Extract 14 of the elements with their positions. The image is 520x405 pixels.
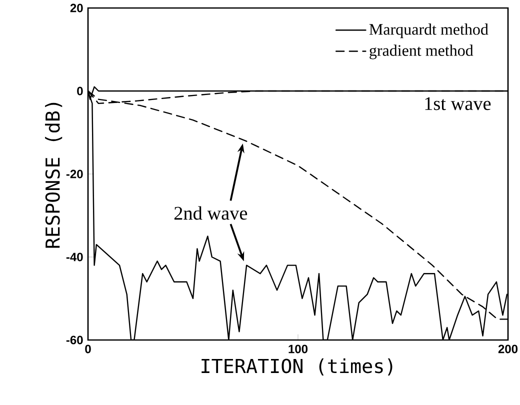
annotation: 2nd wave [174,206,248,220]
y-tick-label: 20 [70,4,83,12]
x-tick-label: 200 [498,344,518,354]
x-axis-title: ITERATION (times) [202,358,392,376]
y-tick-label: -20 [66,170,83,178]
annotation: 1st wave [425,97,491,110]
y-tick-label: -40 [66,252,83,262]
y-tick-label: 0 [77,86,83,96]
y-tick-label: -60 [66,336,83,344]
legend-label: gradient method [370,44,474,60]
x-tick-label: 100 [288,344,308,354]
y-axis-title: RESPONSE (dB) [45,102,62,248]
x-tick-label: 0 [85,344,91,354]
legend-label: Marquardt method [369,24,488,38]
